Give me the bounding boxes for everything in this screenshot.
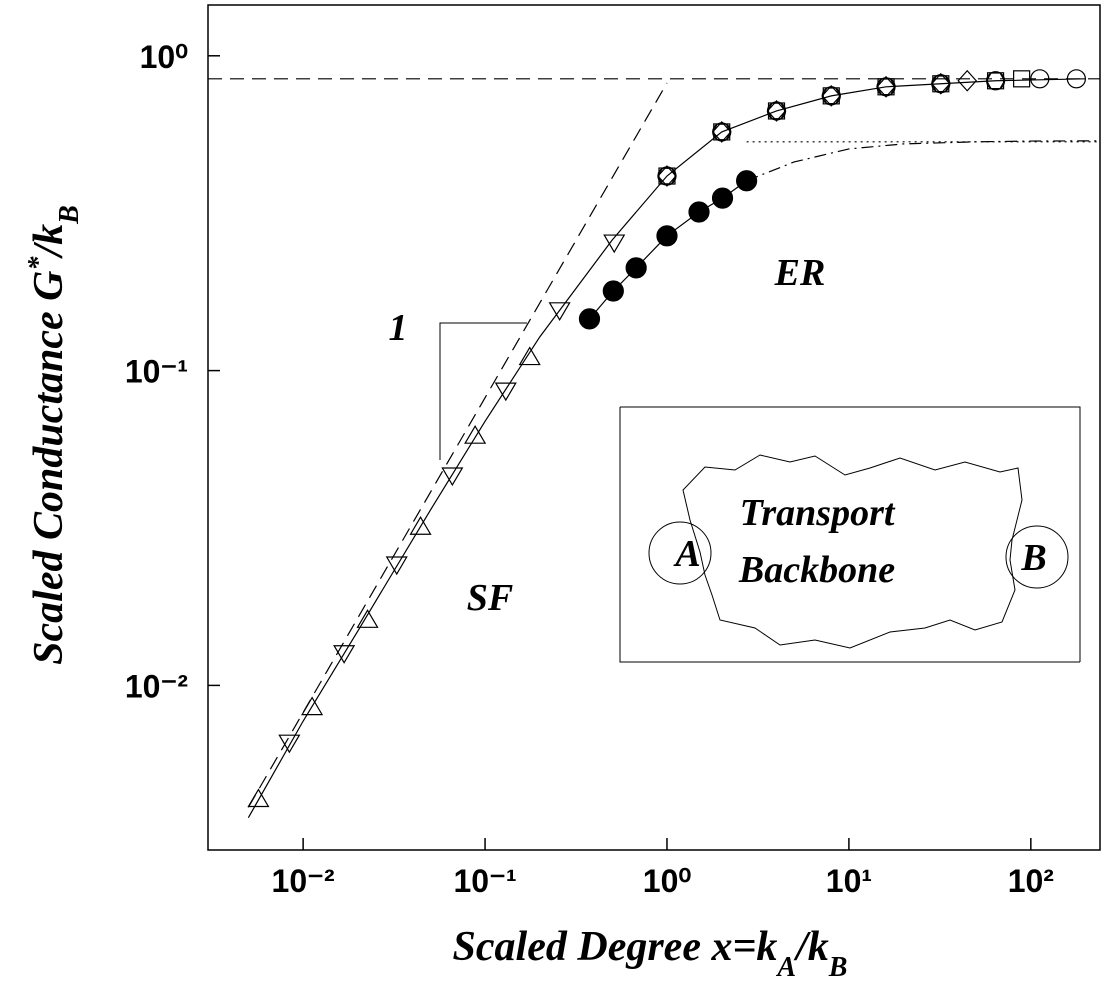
x-axis-title: Scaled Degree x=kA/kB <box>453 924 848 981</box>
marker <box>520 348 540 365</box>
series-line <box>248 79 1085 818</box>
marker <box>737 171 757 191</box>
x-title-mid: /k <box>793 924 829 970</box>
marker <box>496 383 516 400</box>
marker <box>987 72 1005 90</box>
y-tick-label: 10⁰ <box>140 39 189 75</box>
y-tick-label: 10⁻² <box>125 668 188 704</box>
marker <box>1014 71 1030 87</box>
marker <box>302 698 322 715</box>
marker <box>442 468 462 485</box>
marker <box>411 517 431 534</box>
marker <box>768 102 786 120</box>
x-title-main: Scaled Degree x=k <box>453 924 778 970</box>
x-title-sub: B <box>828 952 848 981</box>
inset: A B Transport Backbone <box>620 407 1080 662</box>
y-title-mid: /k <box>26 224 72 260</box>
y-axis-title: Scaled Conductance G*/kB <box>23 205 85 665</box>
x-tick-label: 10¹ <box>826 863 872 899</box>
y-tick-label: 10⁻¹ <box>125 354 188 390</box>
marker <box>713 188 733 208</box>
marker <box>657 226 677 246</box>
marker <box>658 167 676 185</box>
marker <box>958 71 976 91</box>
er-label: ER <box>774 252 826 294</box>
sf-label: SF <box>467 577 513 619</box>
y-title-main: Scaled Conductance G <box>26 271 72 665</box>
plot-area <box>208 56 1100 850</box>
x-tick-label: 10⁰ <box>643 863 692 899</box>
series-line <box>747 141 1100 181</box>
marker <box>387 557 407 574</box>
plot-frame <box>208 5 1100 850</box>
slope-label: 1 <box>389 307 408 349</box>
marker <box>822 87 840 105</box>
marker <box>465 426 485 443</box>
marker <box>1067 70 1085 88</box>
x-tick-label: 10⁻¹ <box>453 863 516 899</box>
marker <box>248 790 268 807</box>
marker <box>604 235 624 252</box>
node-b-label: B <box>1020 537 1046 579</box>
marker <box>932 75 950 93</box>
x-tick-label: 10⁻² <box>272 863 335 899</box>
marker <box>579 309 599 329</box>
marker <box>713 123 731 141</box>
marker <box>1031 70 1049 88</box>
x-title-sub: A <box>775 952 796 981</box>
node-a-label: A <box>673 533 700 575</box>
inset-title-line1: Transport <box>740 492 896 534</box>
y-title-sup: * <box>23 256 54 271</box>
inset-title-line2: Backbone <box>738 549 895 591</box>
x-tick-label: 10² <box>1008 863 1054 899</box>
marker <box>550 303 570 320</box>
marker <box>877 78 895 96</box>
chart: 1 SF ER A B Transport Backbone Scaled De… <box>0 0 1103 981</box>
marker <box>626 258 646 278</box>
y-title-sub: B <box>54 205 85 225</box>
marker <box>689 202 709 222</box>
marker <box>603 281 623 301</box>
